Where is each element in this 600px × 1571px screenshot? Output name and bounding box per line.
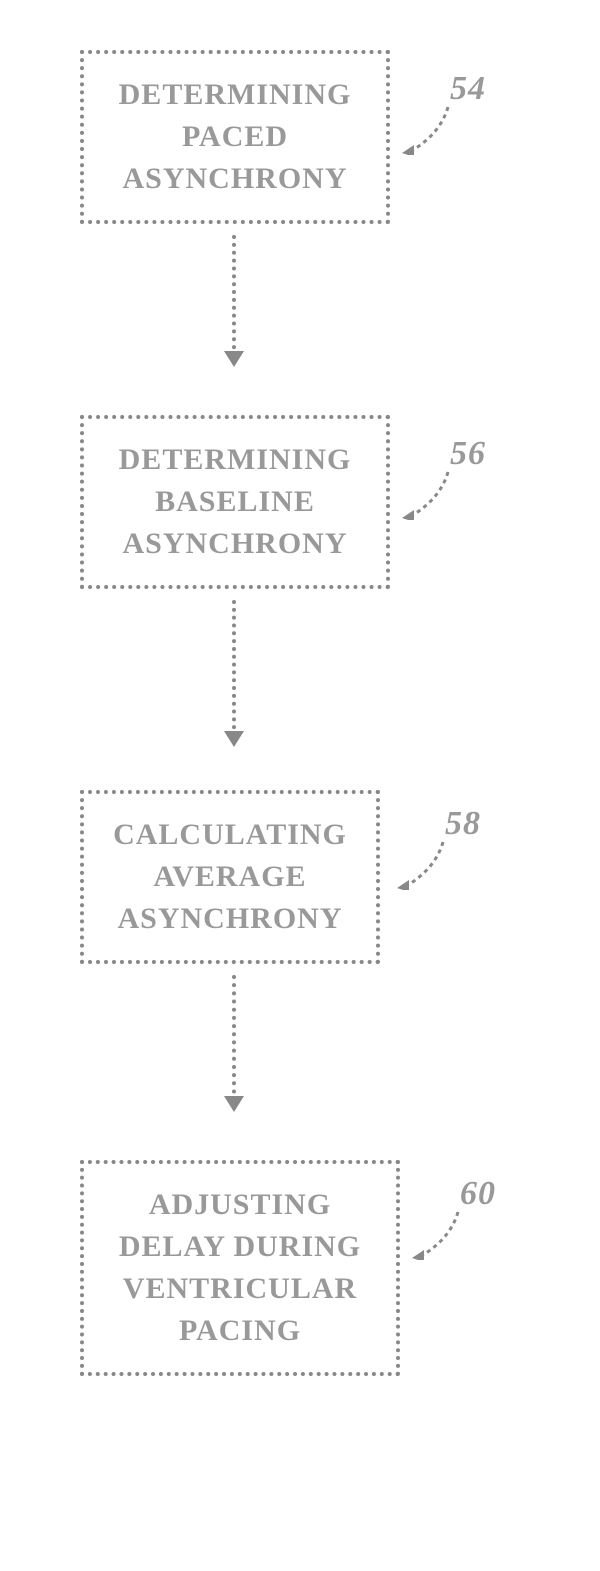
flow-arrow [232,235,236,365]
node-line: ASYNCHRONY [96,523,374,565]
node-label: 60 [460,1175,496,1213]
label-leader-icon [400,470,450,520]
node-line: ASYNCHRONY [96,158,374,200]
node-line: ADJUSTING [96,1184,384,1226]
node-label: 54 [450,70,486,108]
node-line: DETERMINING [96,74,374,116]
flowchart-node: DETERMINING PACED ASYNCHRONY [80,50,390,224]
node-line: PACED [96,116,374,158]
node-line: VENTRICULAR [96,1268,384,1310]
label-leader-icon [410,1210,460,1260]
flowchart-node: CALCULATING AVERAGE ASYNCHRONY [80,790,380,964]
node-line: BASELINE [96,481,374,523]
node-line: AVERAGE [96,856,364,898]
node-label: 56 [450,435,486,473]
node-line: CALCULATING [96,814,364,856]
flow-arrow [232,975,236,1110]
node-line: DELAY DURING [96,1226,384,1268]
flowchart-node: DETERMINING BASELINE ASYNCHRONY [80,415,390,589]
node-line: PACING [96,1310,384,1352]
flowchart-node: ADJUSTING DELAY DURING VENTRICULAR PACIN… [80,1160,400,1376]
node-line: ASYNCHRONY [96,898,364,940]
node-line: DETERMINING [96,439,374,481]
flow-arrow [232,600,236,745]
label-leader-icon [395,840,445,890]
label-leader-icon [400,105,450,155]
node-label: 58 [445,805,481,843]
